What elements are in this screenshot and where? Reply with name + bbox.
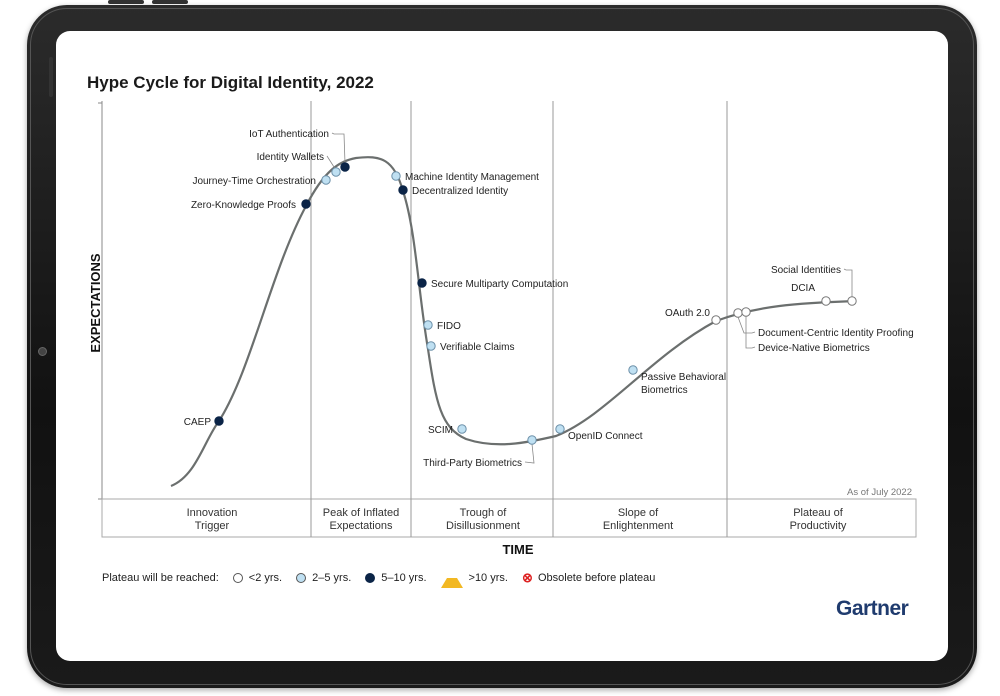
technology-label: Device-Native Biometrics — [758, 343, 870, 354]
legend-label: 2–5 yrs. — [312, 572, 352, 584]
leader-line — [843, 268, 853, 297]
technology-label: DCIA — [791, 283, 815, 294]
phase-label-line1: Innovation — [187, 507, 238, 519]
technology-point — [321, 175, 331, 185]
technology-point — [821, 296, 831, 306]
chart-title: Hype Cycle for Digital Identity, 2022 — [87, 73, 374, 92]
leader-line — [524, 443, 535, 464]
phase-label-line2: Disillusionment — [446, 520, 520, 532]
x-axis-label: TIME — [502, 542, 533, 557]
technology-point — [340, 162, 350, 172]
technology-point — [331, 167, 341, 177]
legend-item-5to10: 5–10 yrs. — [365, 572, 427, 584]
technology-point — [417, 278, 427, 288]
camera-icon — [38, 347, 47, 356]
technology-point — [711, 315, 721, 325]
technology-point — [457, 424, 467, 434]
technology-point — [847, 296, 857, 306]
technology-point — [741, 307, 751, 317]
technology-label: OpenID Connect — [568, 431, 643, 442]
technology-label: SCIM — [428, 425, 453, 436]
phase-band — [101, 498, 917, 538]
phase-label-line2: Expectations — [330, 520, 393, 532]
technology-label: OAuth 2.0 — [665, 308, 710, 319]
volume-button-top — [108, 0, 144, 4]
technology-label: Passive Behavioral — [641, 372, 726, 383]
legend-label: <2 yrs. — [248, 572, 283, 584]
hype-cycle-chart: CAEP Zero-Knowledge Proofs Journey-Time Or… — [88, 101, 917, 557]
phase-label-line1: Slope of — [618, 507, 659, 519]
technology-label: Social Identities — [771, 265, 841, 276]
technology-label: Document-Centric Identity Proofing — [758, 328, 914, 339]
power-button-top — [152, 0, 188, 4]
technology-point — [214, 416, 224, 426]
technology-label: Identity Wallets — [257, 152, 324, 163]
phase-label-line1: Trough of — [460, 507, 508, 519]
technology-point — [398, 185, 408, 195]
legend: Plateau will be reached: <2 yrs. 2–5 yrs… — [102, 568, 655, 588]
technology-label: Decentralized Identity — [412, 186, 508, 197]
screen: Hype Cycle for Digital Identity, 2022 CA… — [56, 31, 948, 661]
white-dot-icon — [232, 573, 243, 583]
legend-item-2to5: 2–5 yrs. — [296, 572, 351, 584]
technology-label: FIDO — [437, 321, 461, 332]
leader-lines — [326, 132, 853, 464]
technology-label: Journey-Time Orchestration — [192, 176, 316, 187]
legend-label: >10 yrs. — [468, 572, 508, 584]
technology-label: CAEP — [184, 417, 212, 428]
phase-label-line2: Enlightenment — [603, 520, 673, 532]
lightblue-dot-icon — [296, 573, 307, 583]
gartner-logo: Gartner — [836, 597, 909, 620]
legend-label: Obsolete before plateau — [537, 572, 656, 584]
phase-label-line2: Productivity — [790, 520, 847, 532]
technology-point — [733, 308, 743, 318]
legend-item-obsolete: ⊗ Obsolete before plateau — [521, 570, 656, 585]
technology-points — [214, 162, 857, 445]
technology-point — [423, 320, 433, 330]
leader-line — [737, 316, 756, 334]
phase-label-line1: Peak of Inflated — [323, 507, 399, 519]
technology-label-line2: Biometrics — [641, 385, 688, 396]
legend-title: Plateau will be reached: — [102, 572, 219, 584]
leader-line — [331, 132, 346, 164]
technology-point — [426, 341, 436, 351]
phase-dividers — [310, 101, 728, 537]
legend-label: 5–10 yrs. — [381, 572, 427, 584]
y-axis-label: EXPECTATIONS — [88, 253, 103, 353]
technology-label: Zero-Knowledge Proofs — [191, 200, 296, 211]
triangle-icon — [440, 568, 463, 588]
technology-point — [527, 435, 537, 445]
technology-label: Machine Identity Management — [405, 172, 539, 183]
technology-point — [628, 365, 638, 375]
legend-item-gt10: >10 yrs. — [440, 568, 508, 588]
as-of-note: As of July 2022 — [847, 487, 912, 498]
side-button — [49, 57, 53, 97]
technology-point — [391, 171, 401, 181]
tablet-frame: Hype Cycle for Digital Identity, 2022 CA… — [27, 5, 977, 688]
technology-label: Verifiable Claims — [440, 342, 514, 353]
x-circle-icon: ⊗ — [521, 570, 533, 585]
leader-line — [326, 155, 337, 171]
technology-label: Secure Multiparty Computation — [431, 279, 568, 290]
phase-label-line2: Trigger — [195, 520, 230, 532]
hype-curve — [170, 156, 857, 488]
leader-line — [745, 316, 756, 349]
legend-item-lt2: <2 yrs. — [232, 572, 283, 584]
technology-label: IoT Authentication — [249, 129, 329, 140]
technology-point — [555, 424, 565, 434]
navy-dot-icon — [365, 573, 376, 583]
technology-labels: CAEP Zero-Knowledge Proofs Journey-Time Or… — [184, 129, 914, 469]
technology-point — [301, 199, 311, 209]
phase-label-line1: Plateau of — [793, 507, 843, 519]
technology-label: Third-Party Biometrics — [423, 458, 522, 469]
